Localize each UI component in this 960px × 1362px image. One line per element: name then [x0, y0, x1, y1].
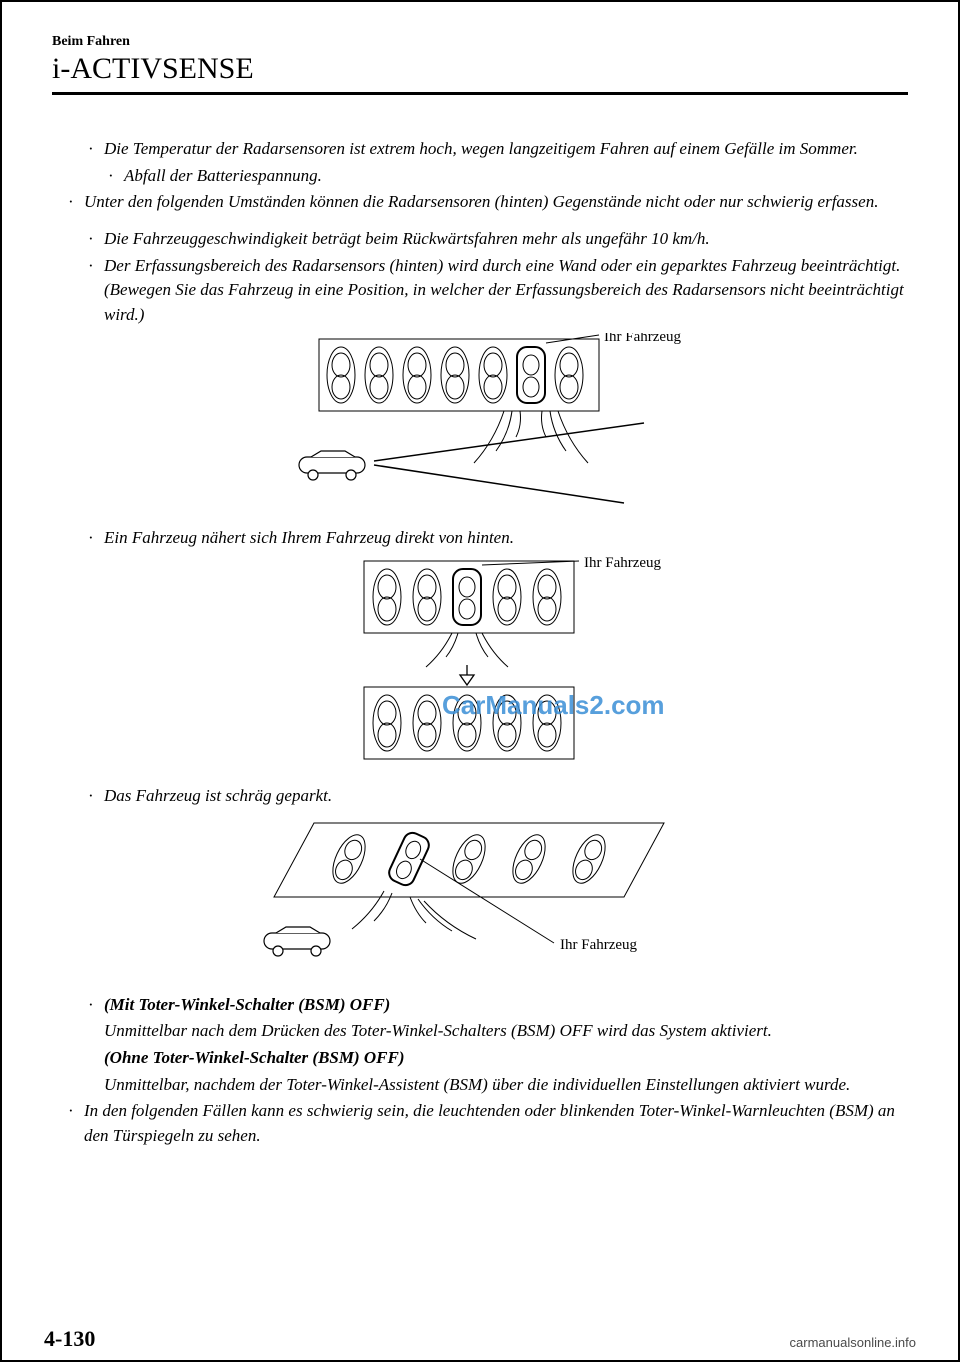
chapter-label: Beim Fahren — [52, 34, 908, 50]
bullet-text: Unter den folgenden Umständen können die… — [84, 190, 908, 215]
diagram-label: Ihr Fahrzeug — [604, 333, 682, 345]
bullet-dot-icon: · — [88, 227, 104, 252]
bullet-dot-icon: · — [68, 190, 84, 215]
bullet-item: · Der Erfassungsbereich des Radarsensors… — [60, 254, 908, 328]
bullet-dot-icon: · — [88, 526, 104, 551]
bullet-item: · Die Fahrzeuggeschwindigkeit beträgt be… — [60, 227, 908, 252]
header-rule — [52, 92, 908, 95]
bullet-text: Die Fahrzeuggeschwindigkeit beträgt beim… — [104, 227, 908, 252]
diagram-label: Ihr Fahrzeug — [584, 557, 662, 571]
bullet-dot-icon: · — [88, 784, 104, 809]
paragraph-text: Unmittelbar, nachdem der Toter-Winkel-As… — [60, 1073, 908, 1098]
bullet-text: In den folgenden Fällen kann es schwieri… — [84, 1099, 908, 1148]
bullet-item: · (Mit Toter-Winkel-Schalter (BSM) OFF) — [60, 993, 908, 1018]
bullet-dot-icon: · — [88, 254, 104, 328]
section-title: i-ACTIVSENSE — [52, 52, 908, 86]
bullet-dot-icon: · — [68, 1099, 84, 1148]
bullet-text: Der Erfassungsbereich des Radarsensors (… — [104, 254, 908, 328]
diagram-label: Ihr Fahrzeug — [560, 937, 638, 953]
diagram-rear-approach: Ihr Fahrzeug — [60, 557, 908, 775]
page-number: 4-130 — [44, 1326, 95, 1352]
bullet-text: Die Temperatur der Radarsensoren ist ext… — [104, 137, 908, 162]
bullet-item: · In den folgenden Fällen kann es schwie… — [60, 1099, 908, 1148]
bullet-text: Abfall der Batteriespannung. — [124, 164, 908, 189]
bullet-item: · Unter den folgenden Umständen können d… — [60, 190, 908, 215]
diagram-angled-parking: Ihr Fahrzeug — [60, 815, 908, 983]
paragraph-heading: (Ohne Toter-Winkel-Schalter (BSM) OFF) — [60, 1046, 908, 1071]
bullet-text: Das Fahrzeug ist schräg geparkt. — [104, 784, 908, 809]
bullet-dot-icon: · — [88, 993, 104, 1018]
paragraph-text: Unmittelbar nach dem Drücken des Toter-W… — [60, 1019, 908, 1044]
bullet-dot-icon: · — [108, 164, 124, 189]
bullet-item: · Das Fahrzeug ist schräg geparkt. — [60, 784, 908, 809]
diagram-radar-spread: Ihr Fahrzeug — [60, 333, 908, 516]
bullet-dot-icon: · — [88, 137, 104, 162]
bullet-item: · Ein Fahrzeug nähert sich Ihrem Fahrzeu… — [60, 526, 908, 551]
bullet-text: (Mit Toter-Winkel-Schalter (BSM) OFF) — [104, 993, 908, 1018]
bullet-item: · Die Temperatur der Radarsensoren ist e… — [60, 137, 908, 162]
body-content: · Die Temperatur der Radarsensoren ist e… — [52, 137, 908, 1149]
bullet-item: · Abfall der Batteriespannung. — [60, 164, 908, 189]
bullet-text: Ein Fahrzeug nähert sich Ihrem Fahrzeug … — [104, 526, 908, 551]
footer-site: carmanualsonline.info — [790, 1335, 916, 1350]
